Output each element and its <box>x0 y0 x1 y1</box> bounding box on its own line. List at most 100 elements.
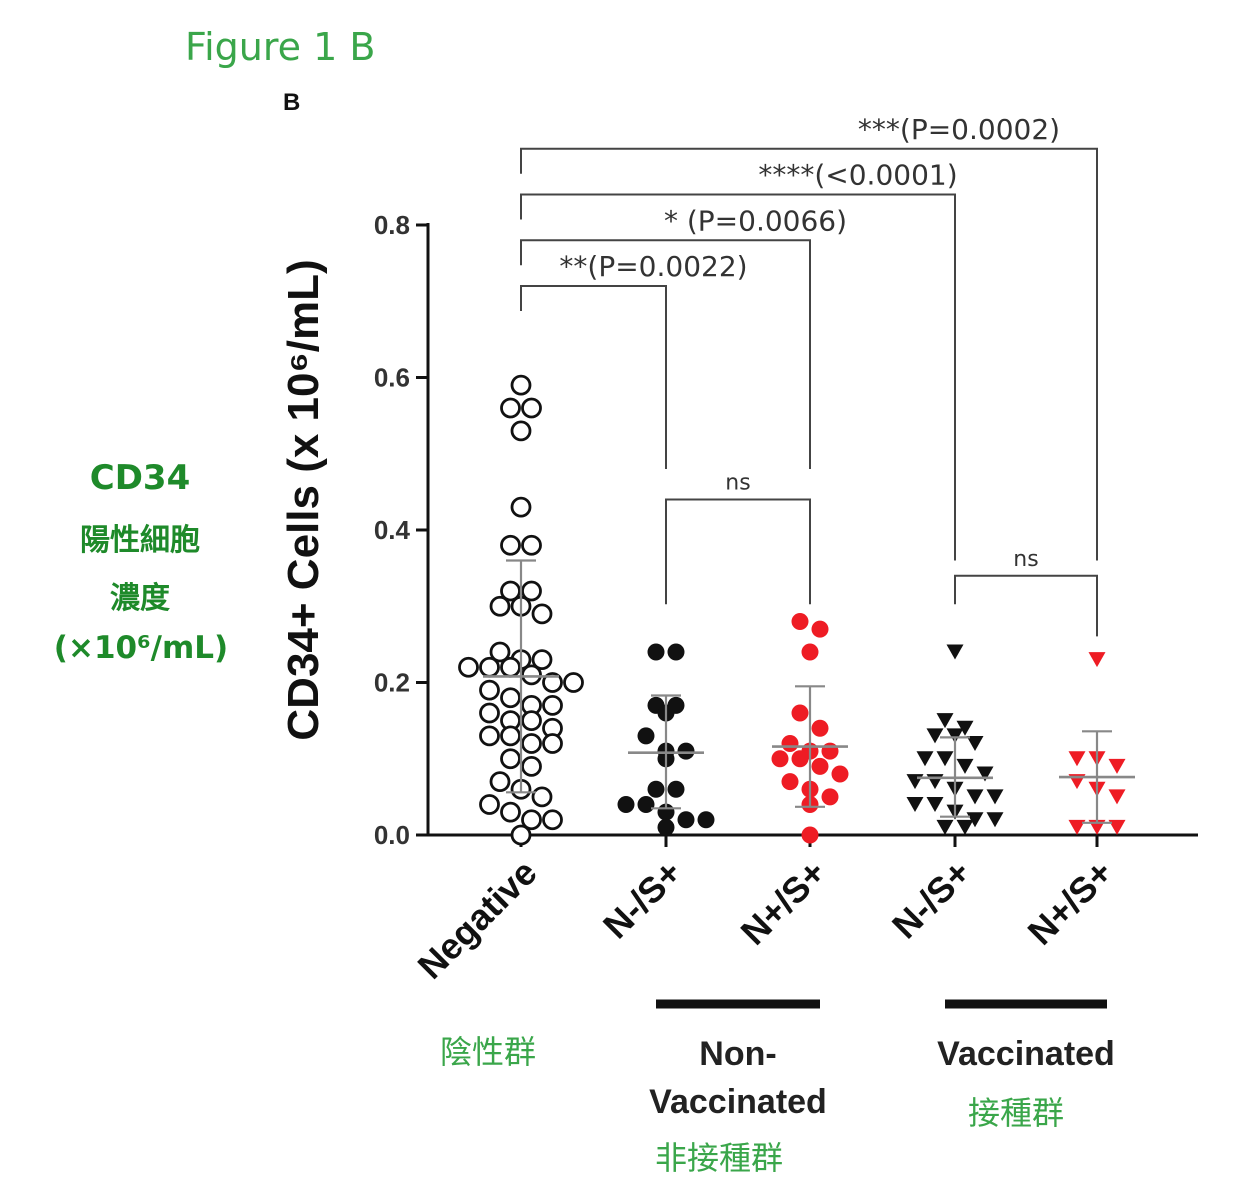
data-point <box>831 765 849 783</box>
data-point <box>521 733 542 754</box>
panel-letter: B <box>283 89 300 116</box>
data-point <box>677 811 695 829</box>
data-point <box>637 796 655 813</box>
data-point <box>936 819 954 835</box>
data-point <box>510 420 532 442</box>
data-point <box>521 755 542 777</box>
data-point <box>542 694 563 716</box>
data-point <box>821 742 839 760</box>
data-point <box>926 797 944 812</box>
data-point <box>906 797 924 812</box>
comparison-label: * (P=0.0066) <box>664 204 847 237</box>
comparison-label: **(P=0.0022) <box>559 250 747 283</box>
data-point <box>542 672 563 693</box>
data-point <box>936 713 954 729</box>
jp-ylabel-line2: 陽性細胞 <box>80 523 200 558</box>
data-point <box>771 750 789 768</box>
data-point <box>697 811 715 829</box>
y-axis-label: CD34+ Cells (x 10⁶/mL) <box>279 259 328 740</box>
comparison-bracket <box>520 239 811 469</box>
comparison-bracket <box>520 193 956 561</box>
data-point <box>936 751 954 767</box>
comparison-bracket <box>665 498 811 605</box>
jp-group-non-vaccinated: 非接種群 <box>655 1139 784 1177</box>
data-point <box>926 774 944 790</box>
data-point <box>647 780 665 798</box>
jp-group-negative: 陰性群 <box>440 1033 537 1071</box>
data-point <box>521 809 542 831</box>
data-point <box>521 580 542 602</box>
data-point <box>916 751 934 767</box>
data-point <box>956 720 974 736</box>
data-point <box>677 742 695 760</box>
data-point <box>667 780 685 798</box>
data-point <box>966 812 984 828</box>
data-point <box>1068 751 1086 767</box>
data-point <box>956 819 974 835</box>
comparison-label: ns <box>725 471 750 496</box>
comparison-bracket <box>520 285 667 469</box>
data-point <box>521 534 542 556</box>
x-category-label: N-/S+ <box>884 852 979 947</box>
comparison-label: ****(<0.0001) <box>758 159 957 192</box>
data-point <box>617 796 635 813</box>
data-point <box>966 736 984 751</box>
data-point <box>1108 789 1126 805</box>
data-point <box>479 656 500 678</box>
data-point <box>1108 758 1126 774</box>
jp-group-vaccinated: 接種群 <box>968 1094 1065 1132</box>
jp-ylabel-line1: CD34 <box>89 458 191 498</box>
x-category-label: Negative <box>410 852 545 987</box>
data-point <box>500 725 521 747</box>
data-point <box>479 794 500 815</box>
data-point <box>926 728 944 744</box>
data-point <box>521 397 542 419</box>
data-point <box>821 788 839 806</box>
data-point <box>531 603 553 625</box>
data-point <box>531 786 553 808</box>
data-point <box>489 595 511 617</box>
comparison-label: ***(P=0.0002) <box>858 113 1060 146</box>
data-point <box>531 649 553 671</box>
y-tick-label: 0.2 <box>374 668 410 698</box>
data-point <box>946 644 964 660</box>
data-point <box>966 789 984 805</box>
data-point <box>811 719 829 737</box>
data-point <box>500 534 521 556</box>
data-point <box>1108 819 1126 835</box>
data-point <box>657 818 675 836</box>
jp-ylabel-line4: (×10⁶/mL) <box>53 630 229 666</box>
data-point <box>500 748 521 770</box>
comparison-bracket <box>954 574 1098 637</box>
comparison-bracket <box>520 147 1098 561</box>
x-category-label: N-/S+ <box>595 852 690 947</box>
data-point <box>906 774 924 790</box>
data-point <box>489 771 511 793</box>
group-label: Vaccinated <box>937 1035 1115 1073</box>
y-tick-label: 0.4 <box>374 515 411 545</box>
data-point <box>521 664 542 686</box>
data-point <box>489 641 511 663</box>
data-point <box>667 643 685 661</box>
data-point <box>1088 652 1106 668</box>
data-point <box>801 643 819 661</box>
data-point <box>542 733 563 754</box>
data-point <box>542 809 563 831</box>
data-point <box>521 710 542 732</box>
data-point <box>801 826 819 844</box>
data-point <box>500 801 521 823</box>
data-point <box>956 758 974 774</box>
data-point <box>510 824 532 846</box>
data-point <box>479 679 500 701</box>
data-point <box>510 496 532 518</box>
data-point <box>500 656 521 678</box>
figure-title: Figure 1 B <box>185 25 375 69</box>
jp-ylabel-line3: 濃度 <box>110 581 170 616</box>
y-tick-label: 0.0 <box>374 820 410 850</box>
data-point <box>500 397 521 419</box>
plot-area: 0.0 0.2 0.4 0.6 0.8 Negative N-/S+ N+/S+ N-/S+ N+… <box>374 113 1198 1121</box>
data-point <box>791 613 809 630</box>
data-point <box>637 727 655 745</box>
group-label: Vaccinated <box>649 1083 827 1121</box>
